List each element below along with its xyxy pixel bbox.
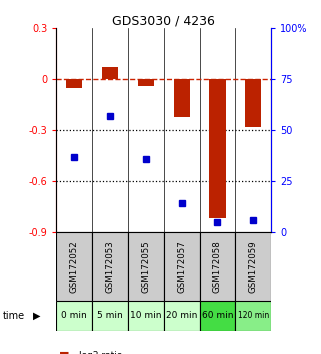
Bar <box>164 301 200 331</box>
Text: ▶: ▶ <box>33 311 41 321</box>
Text: GSM172059: GSM172059 <box>249 240 258 293</box>
Text: log2 ratio: log2 ratio <box>79 351 122 354</box>
Bar <box>138 79 154 86</box>
Text: 10 min: 10 min <box>130 312 161 320</box>
Bar <box>56 301 92 331</box>
Bar <box>128 232 164 301</box>
Text: GSM172055: GSM172055 <box>141 240 150 293</box>
Bar <box>200 301 235 331</box>
Text: GSM172053: GSM172053 <box>105 240 115 293</box>
Bar <box>102 67 118 79</box>
Text: 60 min: 60 min <box>202 312 233 320</box>
Bar <box>128 301 164 331</box>
Text: 120 min: 120 min <box>238 312 269 320</box>
Text: 20 min: 20 min <box>166 312 197 320</box>
Text: GSM172058: GSM172058 <box>213 240 222 293</box>
Bar <box>66 79 82 88</box>
Bar <box>56 232 92 301</box>
Text: time: time <box>3 311 25 321</box>
Bar <box>235 232 271 301</box>
Bar <box>235 301 271 331</box>
Bar <box>164 232 200 301</box>
Bar <box>174 79 190 116</box>
Text: GSM172057: GSM172057 <box>177 240 186 293</box>
Text: 0 min: 0 min <box>61 312 87 320</box>
Bar <box>92 301 128 331</box>
Title: GDS3030 / 4236: GDS3030 / 4236 <box>112 14 215 27</box>
Bar <box>92 232 128 301</box>
Bar <box>209 79 226 218</box>
Text: ■: ■ <box>59 351 70 354</box>
Text: 5 min: 5 min <box>97 312 123 320</box>
Bar <box>200 232 235 301</box>
Text: GSM172052: GSM172052 <box>70 240 79 293</box>
Bar <box>245 79 261 127</box>
